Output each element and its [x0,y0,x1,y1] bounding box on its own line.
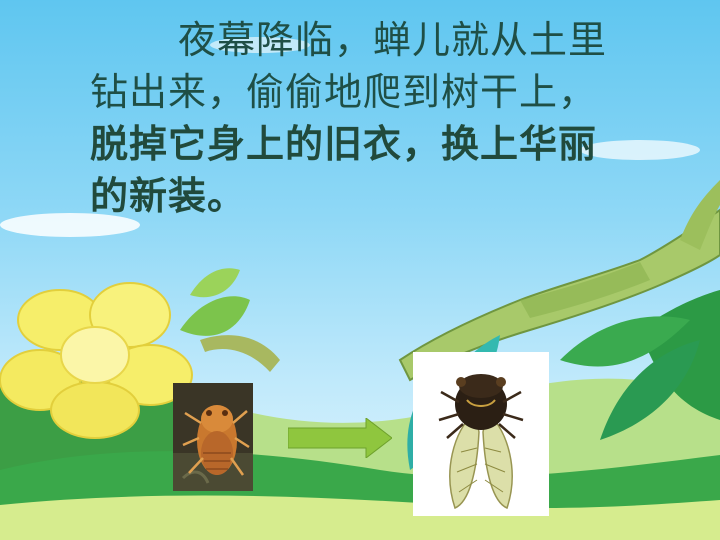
ground [0,495,720,540]
adult-cicada-icon [413,352,549,516]
tree-branch [680,180,720,250]
cloud [210,37,310,53]
passage-text: 夜幕降临，蝉儿就从土里 钻出来，偷偷地爬到树干上， 脱掉它身上的旧衣，换上华丽 … [90,14,680,222]
left-leaf-stem [200,335,280,372]
passage-line-3: 脱掉它身上的旧衣，换上华丽 [90,122,598,166]
passage-line-4: 的新装。 [90,174,247,218]
large-leaf [560,316,690,367]
left-leaf [190,268,240,298]
yellow-flower [0,282,193,439]
cloud [580,140,700,160]
cicada-nymph-icon [173,383,253,491]
cicada-nymph-photo [173,383,253,491]
fern-leaf [600,340,700,440]
left-leaf [180,296,250,336]
passage-line-2: 钻出来，偷偷地爬到树干上， [90,70,598,114]
passage-line-1: 夜幕降临，蝉儿就从土里 [178,18,608,62]
tree-trunk-shadow [520,262,650,318]
adult-cicada-photo [413,352,549,516]
cloud [0,213,140,237]
right-arrow-icon [288,418,392,458]
